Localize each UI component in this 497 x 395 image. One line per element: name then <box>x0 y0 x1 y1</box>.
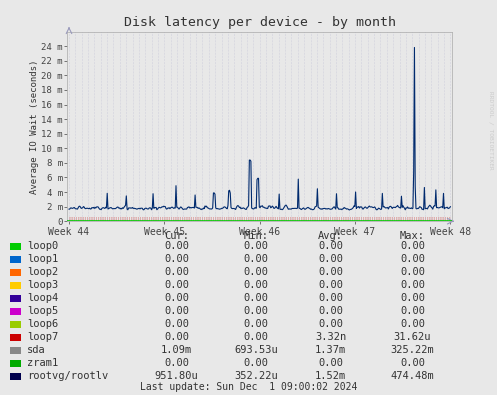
Text: 0.00: 0.00 <box>244 332 268 342</box>
Text: 0.00: 0.00 <box>400 358 425 369</box>
Text: 0.00: 0.00 <box>164 280 189 290</box>
Text: 0.00: 0.00 <box>244 254 268 264</box>
Text: loop1: loop1 <box>27 254 59 264</box>
Text: 0.00: 0.00 <box>164 319 189 329</box>
Text: rootvg/rootlv: rootvg/rootlv <box>27 371 108 382</box>
Text: 0.00: 0.00 <box>318 280 343 290</box>
Text: 3.32n: 3.32n <box>315 332 346 342</box>
Text: 951.80u: 951.80u <box>155 371 198 382</box>
Text: loop7: loop7 <box>27 332 59 342</box>
Text: Avg:: Avg: <box>318 231 343 241</box>
Text: 0.00: 0.00 <box>244 241 268 251</box>
Text: Max:: Max: <box>400 231 425 241</box>
Text: 0.00: 0.00 <box>164 267 189 277</box>
Text: 0.00: 0.00 <box>164 332 189 342</box>
Text: 0.00: 0.00 <box>244 280 268 290</box>
Text: zram1: zram1 <box>27 358 59 369</box>
Text: 0.00: 0.00 <box>318 241 343 251</box>
Text: 0.00: 0.00 <box>318 293 343 303</box>
Text: loop5: loop5 <box>27 306 59 316</box>
Text: 0.00: 0.00 <box>244 267 268 277</box>
Text: loop0: loop0 <box>27 241 59 251</box>
Text: 0.00: 0.00 <box>400 306 425 316</box>
Text: 0.00: 0.00 <box>164 293 189 303</box>
Text: 0.00: 0.00 <box>318 267 343 277</box>
Text: 0.00: 0.00 <box>318 358 343 369</box>
Text: 325.22m: 325.22m <box>391 345 434 356</box>
Text: RRDTOOL / TOBIOETIKER: RRDTOOL / TOBIOETIKER <box>488 91 493 170</box>
Text: loop2: loop2 <box>27 267 59 277</box>
Text: 352.22u: 352.22u <box>234 371 278 382</box>
Text: 0.00: 0.00 <box>318 254 343 264</box>
Text: 0.00: 0.00 <box>164 254 189 264</box>
Text: 0.00: 0.00 <box>164 358 189 369</box>
Text: Last update: Sun Dec  1 09:00:02 2024: Last update: Sun Dec 1 09:00:02 2024 <box>140 382 357 393</box>
Text: 0.00: 0.00 <box>318 306 343 316</box>
Text: 0.00: 0.00 <box>400 319 425 329</box>
Text: 0.00: 0.00 <box>400 241 425 251</box>
Text: loop3: loop3 <box>27 280 59 290</box>
Text: 693.53u: 693.53u <box>234 345 278 356</box>
Y-axis label: Average IO Wait (seconds): Average IO Wait (seconds) <box>30 59 39 194</box>
Text: 0.00: 0.00 <box>318 319 343 329</box>
Text: sda: sda <box>27 345 46 356</box>
Text: 0.00: 0.00 <box>400 280 425 290</box>
Text: 0.00: 0.00 <box>244 306 268 316</box>
Text: 0.00: 0.00 <box>400 254 425 264</box>
Text: 474.48m: 474.48m <box>391 371 434 382</box>
Text: 0.00: 0.00 <box>400 267 425 277</box>
Text: 0.00: 0.00 <box>244 319 268 329</box>
Text: 0.00: 0.00 <box>400 293 425 303</box>
Text: 0.00: 0.00 <box>244 358 268 369</box>
Text: 0.00: 0.00 <box>164 241 189 251</box>
Text: 1.09m: 1.09m <box>161 345 192 356</box>
Text: loop6: loop6 <box>27 319 59 329</box>
Text: Min:: Min: <box>244 231 268 241</box>
Text: 1.37m: 1.37m <box>315 345 346 356</box>
Text: loop4: loop4 <box>27 293 59 303</box>
Text: Cur:: Cur: <box>164 231 189 241</box>
Text: 0.00: 0.00 <box>164 306 189 316</box>
Text: 0.00: 0.00 <box>244 293 268 303</box>
Text: 1.52m: 1.52m <box>315 371 346 382</box>
Text: 31.62u: 31.62u <box>394 332 431 342</box>
Title: Disk latency per device - by month: Disk latency per device - by month <box>124 16 396 29</box>
